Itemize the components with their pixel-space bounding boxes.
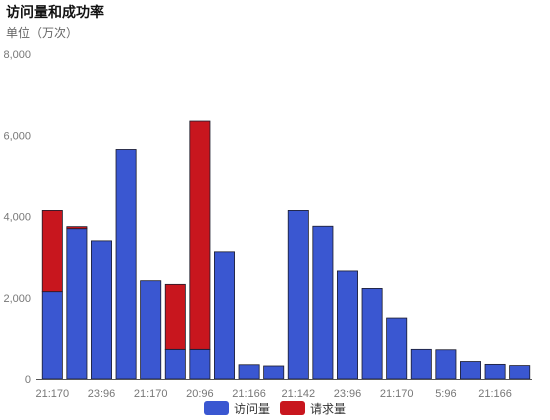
x-tick-label: 21:170 <box>35 388 69 400</box>
bar-requests[interactable] <box>41 210 63 293</box>
x-tick-label: 21:170 <box>134 388 168 400</box>
y-tick-label: 8,000 <box>3 49 31 61</box>
bar-visits[interactable] <box>263 365 285 380</box>
legend-swatch-requests <box>280 401 305 415</box>
bar-visits[interactable] <box>509 365 531 380</box>
bar-requests[interactable] <box>164 283 186 350</box>
bar-visits[interactable] <box>484 363 506 380</box>
legend-label-requests: 请求量 <box>310 401 347 416</box>
legend-label-visits: 访问量 <box>233 401 270 416</box>
bar-visits[interactable] <box>164 348 186 380</box>
x-tick-label: 23:96 <box>334 388 362 400</box>
bar-requests[interactable] <box>189 120 211 350</box>
bar-visits[interactable] <box>66 228 88 380</box>
legend: 访问量 请求量 <box>0 398 550 418</box>
bar-visits[interactable] <box>337 270 358 380</box>
x-axis: 21:170 23:96 21:170 20:96 21:166 21:142 23:96 2… <box>35 379 532 400</box>
bar-visits[interactable] <box>91 240 112 380</box>
legend-item-requests[interactable]: 请求量 <box>280 400 346 417</box>
bar-visits[interactable] <box>386 317 408 380</box>
bar-visits[interactable] <box>238 364 260 380</box>
bar-visits[interactable] <box>214 251 235 380</box>
x-tick-label: 21:166 <box>478 388 512 400</box>
x-tick-label: 5:96 <box>435 388 456 400</box>
bar-visits[interactable] <box>41 291 63 380</box>
unit-label: 单位（万次） <box>6 26 79 40</box>
bar-visits[interactable] <box>140 280 162 380</box>
bar-visits[interactable] <box>115 149 137 380</box>
bar-visits[interactable] <box>435 349 457 380</box>
bars-group <box>41 120 531 380</box>
y-axis: 0 2,000 4,000 6,000 8,000 <box>3 49 31 386</box>
y-tick-label: 6,000 <box>3 130 31 142</box>
y-tick-label: 4,000 <box>3 212 31 224</box>
x-tick-label: 21:170 <box>380 388 414 400</box>
bar-visits[interactable] <box>410 348 432 380</box>
x-tick-label: 21:142 <box>281 388 315 400</box>
x-tick-label: 23:96 <box>88 388 116 400</box>
legend-swatch-visits <box>203 401 229 415</box>
x-tick-label: 20:96 <box>186 388 214 400</box>
chart-title: 访问量和成功率 <box>6 5 104 21</box>
y-tick-label: 0 <box>25 374 31 386</box>
bar-visits[interactable] <box>189 348 211 380</box>
x-tick-label: 21:166 <box>232 388 266 400</box>
bar-visits[interactable] <box>287 210 309 380</box>
legend-item-visits[interactable]: 访问量 <box>203 400 270 417</box>
bar-visits[interactable] <box>312 225 334 380</box>
bar-visits[interactable] <box>460 361 481 380</box>
bar-visits[interactable] <box>361 288 383 380</box>
y-tick-label: 2,000 <box>3 293 31 305</box>
bar-requests[interactable] <box>66 226 88 230</box>
